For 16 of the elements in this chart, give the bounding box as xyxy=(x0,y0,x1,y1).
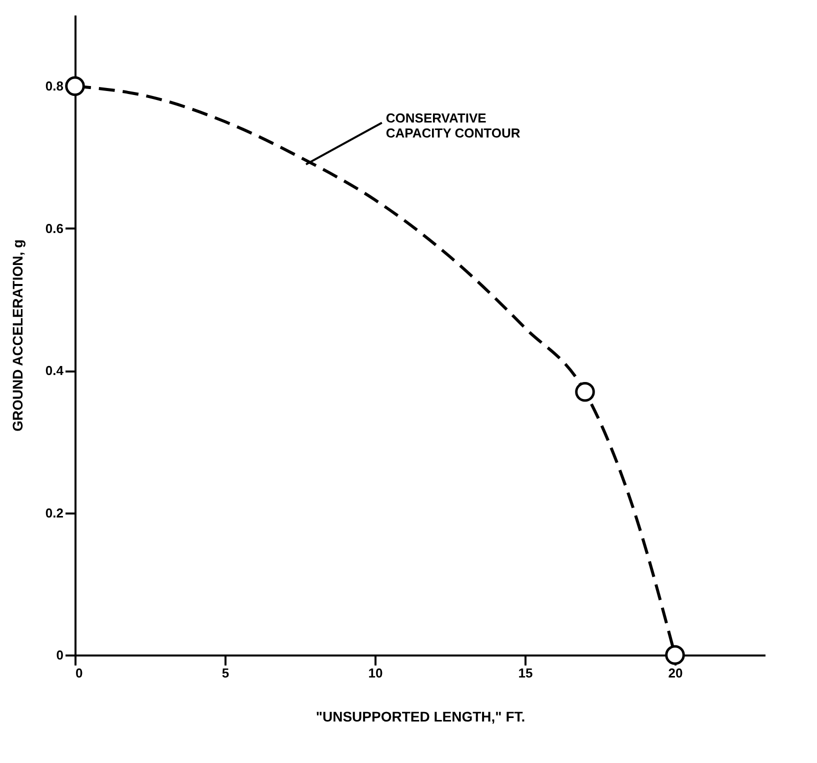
point xyxy=(65,76,85,96)
x-tick-label: 20 xyxy=(668,666,683,680)
x-tick-label: 15 xyxy=(518,666,533,680)
point xyxy=(665,645,685,665)
x-tick-label: 0 xyxy=(76,666,83,680)
x-tick-label: 10 xyxy=(368,666,383,680)
y-tick-label: 0.6 xyxy=(45,220,64,236)
y-tick-label: 0.8 xyxy=(45,78,64,94)
x-tick-label: 5 xyxy=(222,666,230,680)
y-axis-title: GROUND ACCELERATION, g xyxy=(9,239,26,432)
y-tick-label: 0.4 xyxy=(45,363,64,378)
y-tick-label: 0.2 xyxy=(45,505,64,520)
point xyxy=(575,382,595,402)
x-axis-title: "UNSUPPORTED LENGTH," FT. xyxy=(316,708,526,724)
annotation: CONSERVATIVE CAPACITY CONTOUR xyxy=(386,110,521,141)
y-tick-label: 0 xyxy=(56,648,64,662)
